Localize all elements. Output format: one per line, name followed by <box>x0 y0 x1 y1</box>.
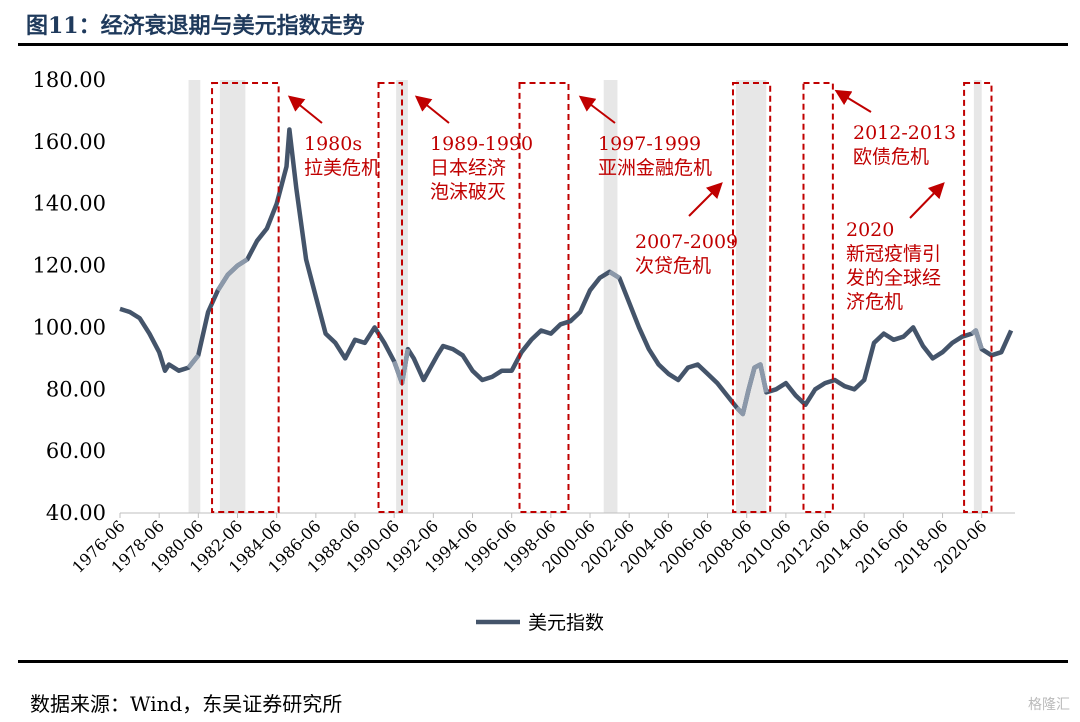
recession-band-2 <box>396 80 408 513</box>
annotation-1-line-0: 1989-1990 <box>430 133 533 155</box>
dollar-index-recession-segment-5 <box>970 328 984 350</box>
bottom-rule <box>18 660 1068 663</box>
crisis-box-2 <box>518 82 570 513</box>
recession-band-5 <box>973 80 982 513</box>
legend: 美元指数 <box>476 612 604 634</box>
annotation-5-line-1: 新冠疫情引 <box>846 243 941 265</box>
annotation-5-line-2: 发的全球经 <box>846 267 941 289</box>
crisis-box-3 <box>731 82 772 513</box>
dollar-index-recession-segment-4 <box>735 362 769 417</box>
annotation-arrow-5 <box>909 182 945 219</box>
annotation-5-line-0: 2020 <box>846 219 894 241</box>
crisis-box-5 <box>963 82 993 513</box>
annotation-2-line-1: 亚洲金融危机 <box>598 157 712 179</box>
y-tick-label-6: 160.00 <box>33 130 106 154</box>
top-rule <box>18 43 1068 46</box>
recession-band-3 <box>603 80 618 513</box>
crisis-box-1 <box>377 82 404 513</box>
dollar-index-line <box>119 127 1014 417</box>
annotation-arrow-0 <box>287 95 323 124</box>
recession-band-4 <box>735 80 767 513</box>
recession-band-1 <box>219 80 246 513</box>
y-tick-label-3: 100.00 <box>33 315 106 339</box>
figure-title: 图11：经济衰退期与美元指数走势 <box>26 13 365 39</box>
y-tick-label-2: 80.00 <box>46 377 106 401</box>
annotation-arrow-1 <box>414 95 450 124</box>
annotation-0-line-0: 1980s <box>304 133 362 155</box>
dollar-index-recession-segment-1 <box>216 257 249 292</box>
dollar-index-recession-segment-0 <box>186 353 201 370</box>
crisis-box-0 <box>211 82 280 513</box>
annotation-2-line-0: 1997-1999 <box>598 133 701 155</box>
y-tick-label-0: 40.00 <box>46 501 106 525</box>
annotation-4-line-1: 欧债危机 <box>853 146 929 168</box>
annotation-arrow-4 <box>834 89 872 113</box>
annotation-3-line-1: 次贷危机 <box>635 255 711 277</box>
annotation-5-line-3: 济危机 <box>846 291 903 313</box>
annotation-3-line-0: 2007-2009 <box>635 231 738 253</box>
dollar-index-recession-segment-3 <box>608 269 621 280</box>
source-note: 数据来源：Wind，东吴证券研究所 <box>30 692 343 716</box>
crisis-box-4 <box>802 82 834 513</box>
annotation-1-line-2: 泡沫破灭 <box>430 181 506 203</box>
annotation-arrow-3 <box>688 182 723 217</box>
annotation-4-line-0: 2012-2013 <box>853 122 956 144</box>
y-tick-label-5: 140.00 <box>33 192 106 216</box>
annotation-arrow-2 <box>578 95 616 124</box>
y-tick-label-7: 180.00 <box>33 68 106 92</box>
recession-band-0 <box>188 80 201 513</box>
legend-label: 美元指数 <box>528 612 604 634</box>
annotation-1-line-1: 日本经济 <box>430 157 506 179</box>
annotation-0-line-1: 拉美危机 <box>304 157 380 179</box>
y-tick-label-1: 60.00 <box>46 439 106 463</box>
y-tick-label-4: 120.00 <box>33 254 106 278</box>
watermark: 格隆汇 <box>1028 697 1070 713</box>
